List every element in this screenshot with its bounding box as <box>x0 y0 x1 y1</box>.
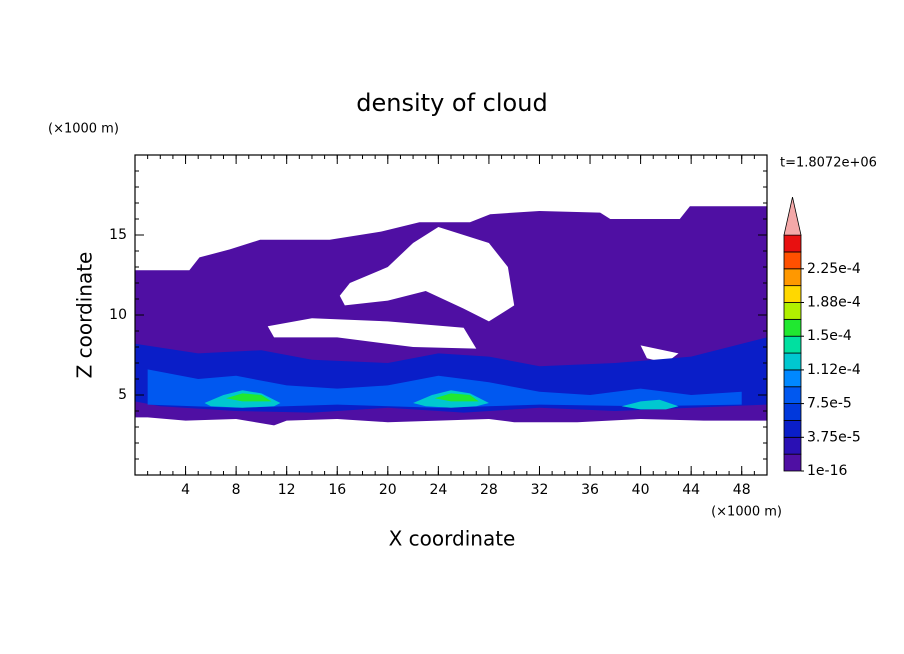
colorbar-box <box>783 285 802 303</box>
colorbar-label: 7.5e-5 <box>807 396 852 412</box>
colorbar-label: 1.5e-4 <box>807 328 852 344</box>
x-tick-label: 20 <box>379 482 397 498</box>
x-tick-label: 36 <box>581 482 599 498</box>
y-axis-label: Z coordinate <box>73 252 97 379</box>
colorbar-label: 1e-16 <box>807 463 847 479</box>
colorbar-box <box>783 436 802 455</box>
x-tick-label: 8 <box>232 482 241 498</box>
x-tick-label: 16 <box>328 482 346 498</box>
x-tick-label: 32 <box>531 482 549 498</box>
contour-region <box>434 393 479 402</box>
colorbar-box <box>783 234 802 253</box>
gap <box>267 318 477 349</box>
chart-title: density of cloud <box>356 89 547 117</box>
colorbar-box <box>783 420 802 438</box>
colorbar-label: 2.25e-4 <box>807 261 861 277</box>
gap <box>339 227 515 322</box>
x-tick-label: 24 <box>429 482 447 498</box>
x-tick-label: 28 <box>480 482 498 498</box>
contour-region <box>226 393 272 402</box>
x-tick-label: 44 <box>682 482 700 498</box>
colorbar-box <box>783 302 802 320</box>
colorbar-box <box>783 268 802 287</box>
contour-region <box>147 369 742 408</box>
colorbar-label: 1.12e-4 <box>807 362 861 378</box>
y-tick-label: 5 <box>118 387 127 403</box>
colorbar-extension <box>783 197 802 236</box>
colorbar-label: 1.88e-4 <box>807 295 861 311</box>
x-unit: (×1000 m) <box>711 505 782 520</box>
x-tick-label: 12 <box>278 482 296 498</box>
annotation: t=1.8072e+06 <box>780 156 877 171</box>
colorbar-box <box>783 369 802 388</box>
y-unit: (×1000 m) <box>48 122 119 137</box>
colorbar-box <box>783 335 802 354</box>
colorbar-box <box>783 386 802 405</box>
x-axis-label: X coordinate <box>389 527 516 551</box>
y-tick-label: 15 <box>109 227 127 243</box>
contour-region <box>621 399 679 410</box>
colorbar-box <box>783 453 802 472</box>
colorbar-box <box>783 403 802 421</box>
gap <box>451 252 477 275</box>
colorbar-box <box>783 251 802 270</box>
x-tick-label: 40 <box>632 482 650 498</box>
colorbar-box <box>783 352 802 371</box>
colorbar-box <box>783 318 802 337</box>
y-tick-label: 10 <box>109 307 127 323</box>
x-tick-label: 48 <box>733 482 751 498</box>
x-tick-label: 4 <box>181 482 190 498</box>
colorbar-label: 3.75e-5 <box>807 429 861 445</box>
